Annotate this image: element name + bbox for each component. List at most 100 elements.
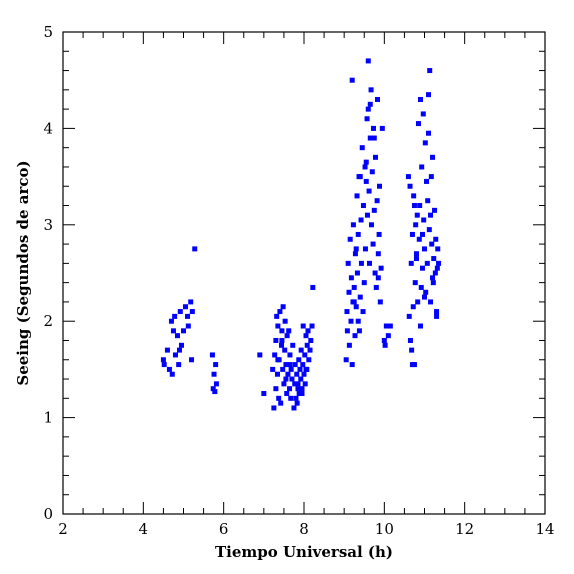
data-point (275, 357, 281, 363)
data-point (292, 381, 298, 387)
data-point (375, 96, 381, 102)
data-point (361, 280, 367, 286)
data-point (371, 135, 377, 141)
data-point (306, 357, 312, 363)
data-point (285, 371, 291, 377)
data-point (418, 284, 424, 290)
data-point (308, 337, 314, 343)
data-point (409, 362, 415, 368)
x-tick-label: 4 (139, 520, 149, 538)
data-point (411, 203, 417, 209)
y-tick-label: 0 (43, 505, 53, 523)
data-point (360, 309, 366, 315)
data-point (270, 366, 276, 372)
data-point (295, 381, 301, 387)
y-tick-label: 1 (43, 409, 53, 427)
data-point (436, 260, 442, 266)
data-point (352, 251, 358, 257)
data-point (426, 92, 432, 98)
data-point (304, 342, 310, 348)
data-point (355, 318, 361, 324)
data-point (387, 323, 393, 329)
data-point (169, 371, 175, 377)
data-point (410, 304, 416, 310)
data-point (189, 309, 195, 315)
data-point (413, 222, 419, 228)
data-point (299, 391, 305, 396)
data-point (302, 352, 308, 358)
data-point (287, 352, 293, 358)
data-point (310, 284, 316, 290)
data-point (346, 342, 352, 348)
data-point (432, 270, 438, 276)
data-point (183, 304, 189, 310)
data-point (354, 270, 360, 276)
data-point (281, 381, 287, 387)
data-point (367, 135, 373, 141)
data-point (414, 212, 420, 218)
data-point (309, 323, 315, 329)
data-point (427, 68, 433, 74)
data-point (362, 246, 368, 252)
data-point (176, 347, 182, 353)
data-point (368, 87, 374, 93)
data-point (422, 294, 427, 300)
data-point (172, 352, 178, 358)
data-point (417, 96, 423, 102)
data-point (372, 154, 378, 160)
data-point (257, 352, 263, 358)
data-point (435, 246, 441, 252)
data-point (168, 318, 174, 324)
data-point (359, 145, 365, 151)
data-point (416, 236, 422, 242)
data-point (303, 333, 309, 339)
data-point (213, 362, 219, 368)
data-point (279, 328, 285, 334)
data-point (353, 246, 359, 252)
data-point (377, 183, 383, 189)
data-point (261, 391, 267, 396)
data-point (368, 222, 374, 228)
data-point (300, 323, 306, 329)
data-point (370, 125, 376, 131)
data-point (434, 313, 440, 319)
data-point (373, 284, 379, 290)
data-point (357, 174, 363, 180)
data-point (185, 313, 191, 319)
data-point (344, 309, 350, 315)
data-point (419, 265, 425, 271)
data-point (280, 366, 286, 372)
data-point (284, 391, 290, 396)
data-point (288, 366, 294, 372)
data-point (411, 193, 417, 199)
data-point (353, 304, 359, 310)
data-points (160, 58, 442, 411)
data-point (273, 337, 279, 343)
data-point (289, 376, 295, 382)
x-tick-label: 2 (58, 520, 68, 538)
data-point (351, 299, 357, 305)
data-point (374, 198, 380, 204)
data-point (365, 106, 371, 112)
data-point (274, 313, 280, 319)
data-point (348, 318, 354, 324)
data-point (274, 371, 280, 377)
data-point (344, 328, 350, 334)
data-point (377, 299, 383, 305)
axis-ticks (62, 31, 546, 515)
data-point (426, 130, 432, 136)
data-point (376, 231, 382, 237)
data-point (406, 313, 412, 319)
data-point (430, 154, 436, 160)
data-point (405, 174, 411, 180)
data-point (346, 289, 352, 295)
data-point (358, 260, 364, 266)
data-point (381, 337, 387, 343)
data-point (290, 342, 296, 348)
data-point (213, 381, 219, 387)
data-point (356, 328, 362, 334)
data-point (185, 323, 191, 329)
data-point (415, 299, 421, 305)
data-point (275, 323, 281, 329)
